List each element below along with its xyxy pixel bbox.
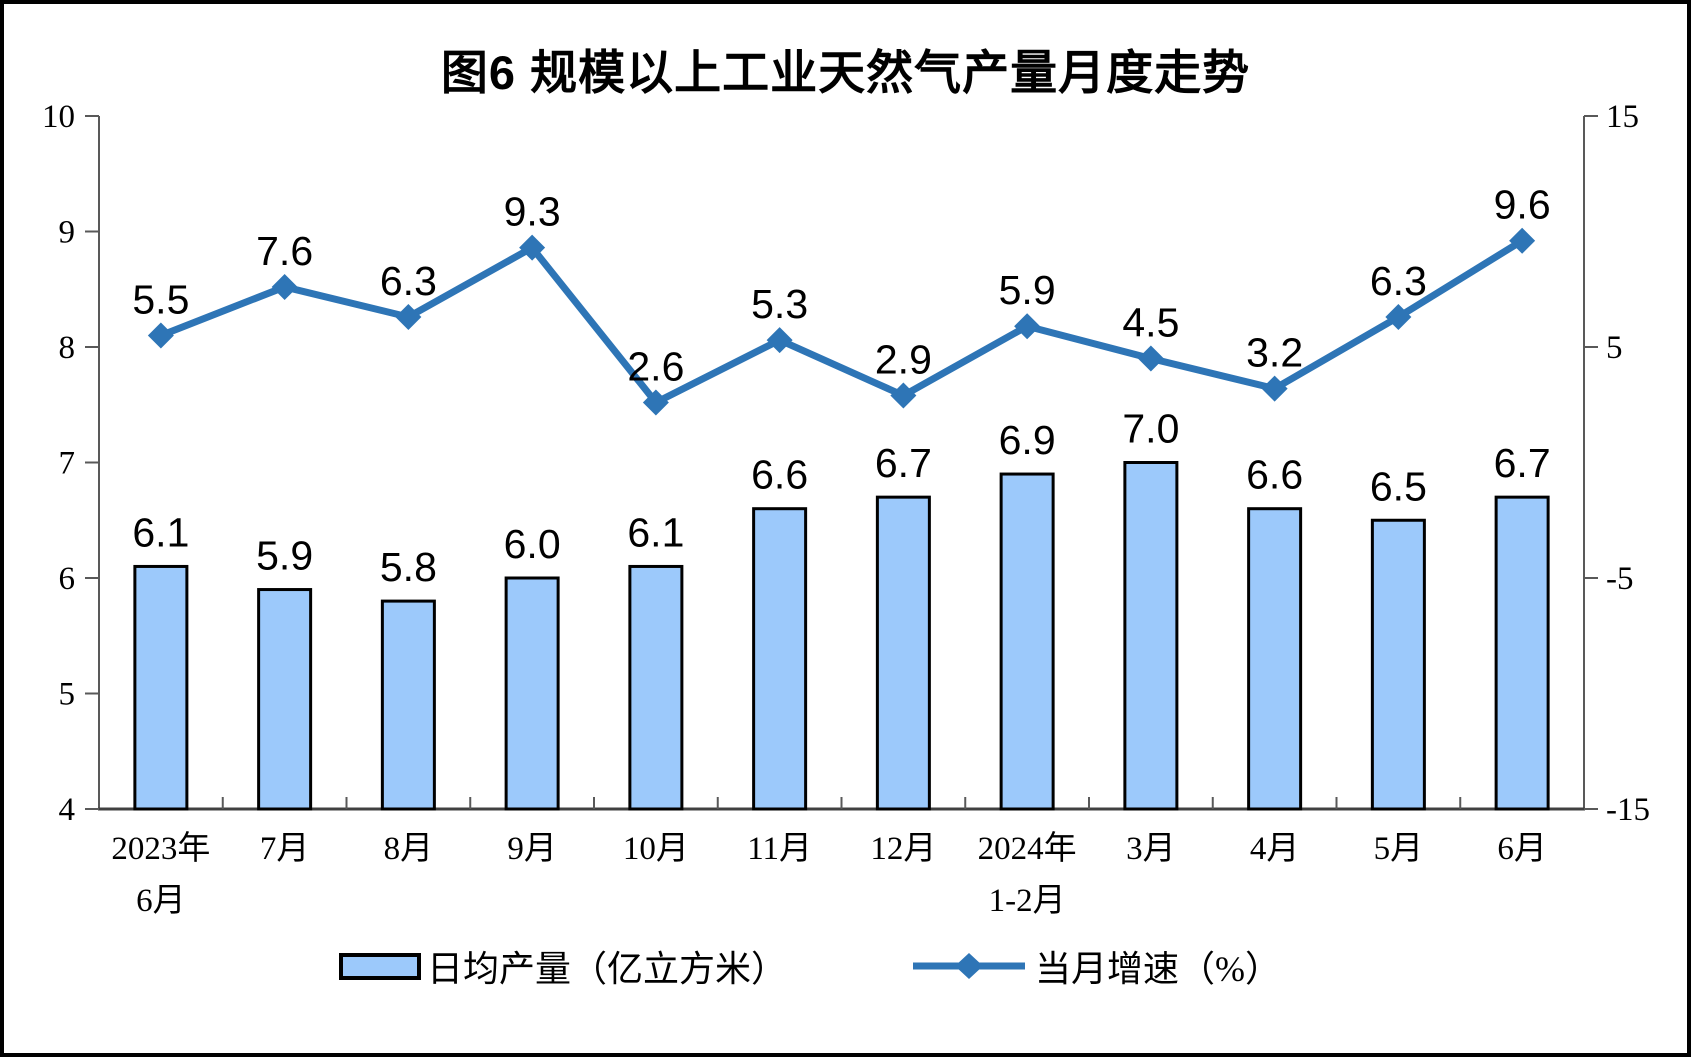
x-axis-label: 12月 (870, 831, 936, 867)
x-axis-label: 10月 (623, 831, 689, 867)
x-axis-label: 7月 (260, 831, 310, 867)
bar-value-label: 6.1 (132, 509, 189, 555)
y-axis-tick-label: 10 (42, 99, 75, 135)
bar (1247, 507, 1303, 811)
y-axis-tick-label: -15 (1606, 792, 1650, 828)
bar (1370, 518, 1426, 811)
chart-plot: 4 5 6 7 8 9 10 -15 -5 5 15 2023年 6月 7月 8月 9月 10月 11月 12月 20… (42, 99, 1650, 919)
bar (1123, 461, 1179, 811)
x-axis-label: 2024年 (978, 830, 1077, 867)
x-axis-label-sub: 6月 (136, 883, 186, 919)
line-marker (1014, 313, 1041, 340)
y-axis-tick-label: 9 (59, 215, 76, 251)
line-marker (1385, 303, 1412, 330)
bar-value-label: 6.6 (1246, 452, 1303, 498)
line-marker (890, 382, 917, 409)
x-axis-label: 9月 (507, 831, 557, 867)
line-value-label: 9.6 (1494, 182, 1551, 228)
line-value-label: 6.3 (380, 258, 437, 304)
line-value-label: 7.6 (256, 228, 313, 274)
legend-item-bar: 日均产量（亿立方米） (339, 946, 787, 989)
bar-value-label: 5.8 (380, 544, 437, 590)
bar-value-label: 7.0 (1122, 406, 1179, 452)
bar-value-label: 6.0 (504, 521, 561, 567)
y-axis-tick-label: 8 (59, 330, 76, 366)
bar-value-label: 6.1 (627, 509, 684, 555)
bar (999, 472, 1055, 811)
y-axis-tick-label: -5 (1606, 561, 1634, 597)
bar-value-label: 6.9 (999, 417, 1056, 463)
bar-value-label: 5.9 (256, 533, 313, 579)
line-series-label: 当月增速（%） (1035, 949, 1281, 989)
y-axis-tick-label: 4 (59, 792, 76, 828)
line-value-label: 2.6 (627, 343, 684, 389)
line-marker (1137, 345, 1164, 372)
chart-title: 图6 规模以上工业天然气产量月度走势 (440, 46, 1251, 99)
line-marker (147, 322, 174, 349)
x-axis-label: 11月 (747, 831, 812, 867)
line-marker (766, 327, 793, 354)
line-marker (271, 273, 298, 300)
x-axis-label: 6月 (1497, 831, 1547, 867)
bar-series-swatch-icon (339, 952, 421, 980)
bar-value-label: 6.7 (875, 440, 932, 486)
legend-item-line: 当月增速（%） (909, 946, 1281, 989)
y-axis-tick-label: 15 (1606, 99, 1639, 135)
x-axis-label: 2023年 (111, 830, 210, 867)
line-marker (642, 389, 669, 416)
bar (133, 564, 189, 811)
line-value-label: 6.3 (1370, 258, 1427, 304)
line-value-label: 5.9 (999, 267, 1056, 313)
line-value-label: 5.3 (751, 281, 808, 327)
bar (875, 495, 931, 811)
y-axis-tick-label: 5 (1606, 330, 1623, 366)
y-axis-tick-label: 6 (59, 561, 76, 597)
x-axis-label-sub: 1-2月 (989, 883, 1066, 919)
bar (380, 599, 436, 811)
y-axis-tick-label: 7 (59, 446, 76, 482)
x-axis-label: 5月 (1374, 831, 1424, 867)
y-axis-tick-label: 5 (59, 677, 76, 713)
bar (504, 576, 560, 811)
x-axis-label: 8月 (384, 831, 434, 867)
line-value-label: 4.5 (1122, 300, 1179, 346)
bar-value-label: 6.6 (751, 452, 808, 498)
x-axis-label: 3月 (1126, 831, 1176, 867)
bar (257, 588, 313, 811)
bar (628, 564, 684, 811)
line-series-swatch-icon (913, 953, 1025, 979)
bar-value-label: 6.7 (1494, 440, 1551, 486)
bar-value-label: 6.5 (1370, 463, 1427, 509)
x-axis-label: 4月 (1250, 831, 1300, 867)
line-marker (1261, 375, 1288, 402)
line-value-label: 3.2 (1246, 330, 1303, 376)
bar (752, 507, 808, 811)
line-series (157, 237, 1526, 406)
line-marker (1509, 227, 1536, 254)
bar-series-label: 日均产量（亿立方米） (427, 949, 788, 989)
line-marker (395, 303, 422, 330)
bar (1494, 495, 1550, 811)
line-value-label: 2.9 (875, 337, 932, 383)
line-marker (519, 234, 546, 261)
line-value-label: 9.3 (504, 189, 561, 235)
line-value-label: 5.5 (132, 276, 189, 322)
